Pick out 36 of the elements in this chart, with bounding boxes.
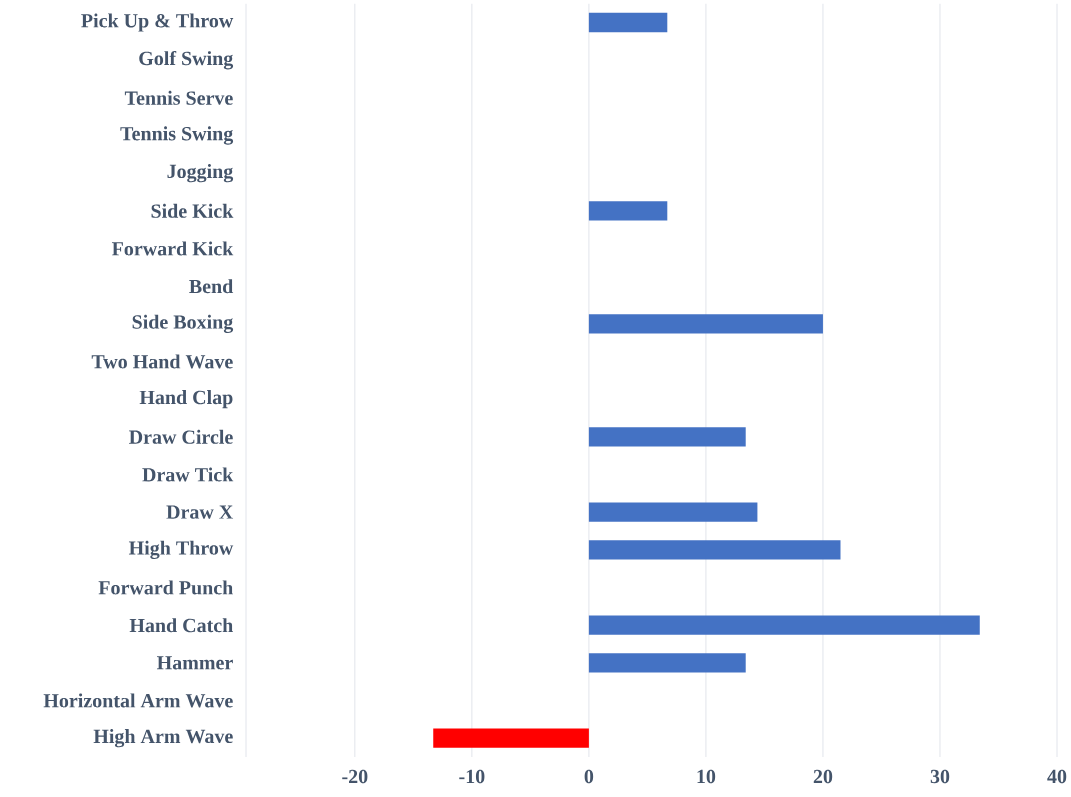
- x-tick-label: 30: [930, 769, 950, 784]
- y-tick-label: Golf Swing: [139, 50, 234, 70]
- bar: [588, 12, 668, 33]
- y-tick-label: Draw Tick: [142, 467, 234, 482]
- x-tick-label: 10: [697, 769, 716, 784]
- y-tick-label: Bend: [189, 279, 234, 294]
- x-tick-label: -10: [459, 769, 485, 784]
- y-tick-label: Side Boxing: [132, 314, 234, 333]
- bar: [588, 314, 823, 334]
- y-tick-label: Two Hand Wave: [91, 354, 233, 369]
- y-tick-label: Forward Punch: [98, 580, 233, 595]
- x-tick-label: 40: [1047, 769, 1067, 784]
- bar: [588, 653, 746, 673]
- bar: [588, 427, 746, 447]
- y-tick-label: Forward Kick: [111, 241, 234, 256]
- y-tick-label: Hand Clap: [139, 390, 233, 409]
- y-tick-label: High Arm Wave: [93, 729, 233, 748]
- x-tick-label: -20: [342, 769, 368, 784]
- y-tick-label: Draw Circle: [129, 429, 233, 444]
- x-tick-label: 0: [584, 769, 594, 784]
- y-tick-label: High Throw: [128, 540, 234, 559]
- y-tick-label: Tennis Swing: [120, 126, 234, 145]
- bar: [588, 201, 668, 221]
- y-tick-label: Side Kick: [151, 203, 234, 218]
- bar: [433, 728, 589, 748]
- bar: [588, 540, 841, 560]
- y-tick-label: Hammer: [156, 656, 233, 670]
- y-tick-label: Draw X: [166, 505, 234, 519]
- y-tick-label: Tennis Serve: [124, 90, 233, 105]
- y-tick-label: Pick Up & Throw: [81, 13, 234, 32]
- y-tick-label: Jogging: [167, 164, 234, 183]
- bar: [588, 502, 758, 522]
- bar: [588, 615, 980, 635]
- y-tick-label: Horizontal Arm Wave: [43, 693, 233, 708]
- y-tick-label: Hand Catch: [129, 618, 233, 633]
- x-tick-label: 20: [813, 769, 833, 784]
